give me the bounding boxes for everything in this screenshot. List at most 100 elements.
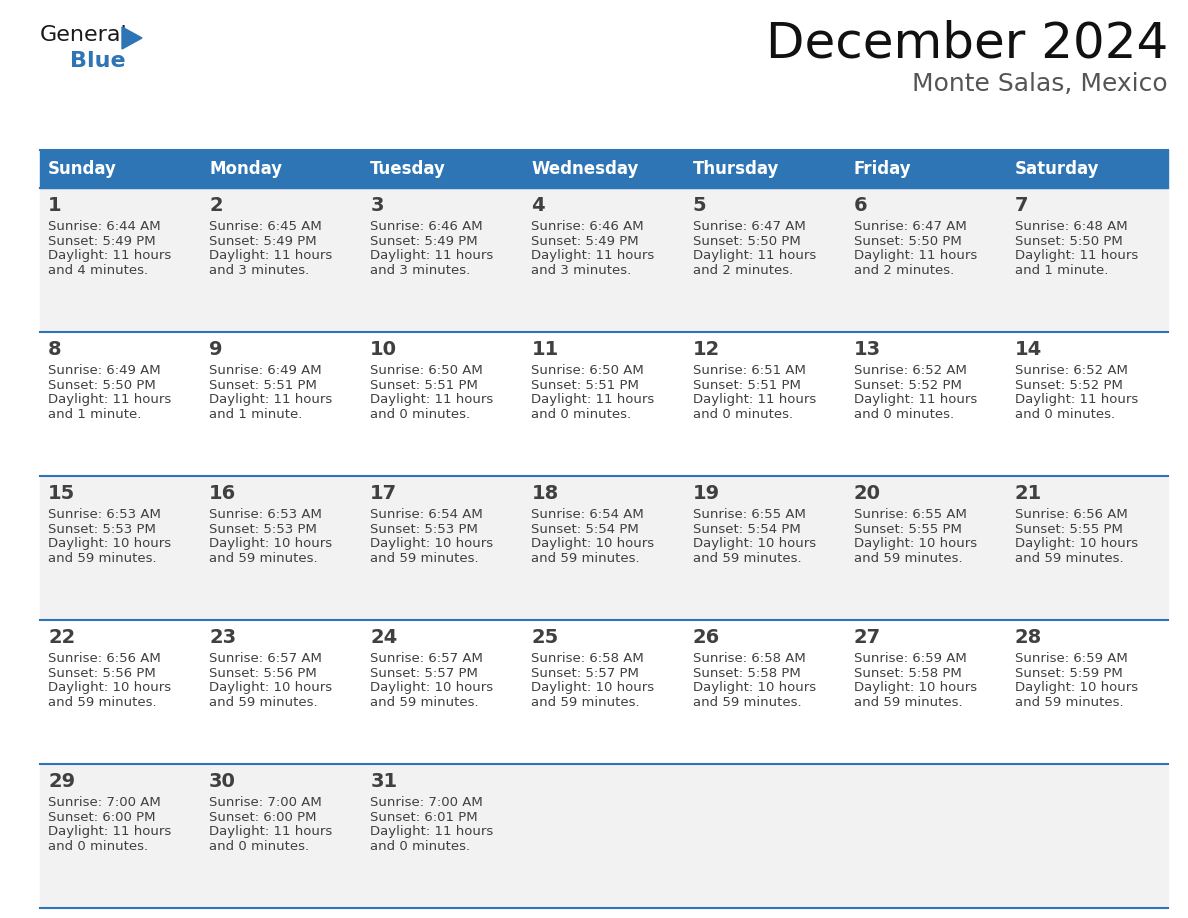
- Text: Sunset: 6:00 PM: Sunset: 6:00 PM: [209, 811, 317, 823]
- Text: and 59 minutes.: and 59 minutes.: [371, 696, 479, 710]
- Text: Sunset: 5:52 PM: Sunset: 5:52 PM: [854, 379, 961, 392]
- Text: Daylight: 10 hours: Daylight: 10 hours: [531, 537, 655, 551]
- Text: Sunrise: 7:00 AM: Sunrise: 7:00 AM: [48, 796, 160, 809]
- Text: 20: 20: [854, 484, 880, 503]
- Text: 4: 4: [531, 196, 545, 215]
- Text: Daylight: 11 hours: Daylight: 11 hours: [209, 394, 333, 407]
- Text: and 1 minute.: and 1 minute.: [48, 409, 141, 421]
- Text: and 59 minutes.: and 59 minutes.: [48, 696, 157, 710]
- Text: and 2 minutes.: and 2 minutes.: [854, 264, 954, 277]
- Text: and 59 minutes.: and 59 minutes.: [531, 552, 640, 565]
- Text: 10: 10: [371, 340, 397, 359]
- Text: Sunrise: 6:58 AM: Sunrise: 6:58 AM: [531, 652, 644, 665]
- Text: and 59 minutes.: and 59 minutes.: [693, 552, 801, 565]
- Text: Daylight: 11 hours: Daylight: 11 hours: [48, 250, 171, 263]
- Text: Sunset: 5:53 PM: Sunset: 5:53 PM: [209, 522, 317, 536]
- Text: and 59 minutes.: and 59 minutes.: [854, 696, 962, 710]
- Bar: [40, 764, 1168, 908]
- Text: Daylight: 11 hours: Daylight: 11 hours: [371, 250, 493, 263]
- Text: General: General: [40, 25, 128, 45]
- Text: Daylight: 11 hours: Daylight: 11 hours: [531, 394, 655, 407]
- Text: and 0 minutes.: and 0 minutes.: [693, 409, 792, 421]
- Text: 6: 6: [854, 196, 867, 215]
- Text: Sunrise: 6:49 AM: Sunrise: 6:49 AM: [209, 364, 322, 377]
- Text: and 2 minutes.: and 2 minutes.: [693, 264, 792, 277]
- Text: Blue: Blue: [70, 51, 126, 71]
- Text: Daylight: 10 hours: Daylight: 10 hours: [371, 681, 493, 694]
- Text: Saturday: Saturday: [1015, 160, 1099, 178]
- Text: 5: 5: [693, 196, 706, 215]
- Text: Sunset: 5:55 PM: Sunset: 5:55 PM: [854, 522, 961, 536]
- Text: and 0 minutes.: and 0 minutes.: [371, 409, 470, 421]
- Text: Sunrise: 6:55 AM: Sunrise: 6:55 AM: [693, 508, 805, 521]
- Text: Sunset: 5:51 PM: Sunset: 5:51 PM: [531, 379, 639, 392]
- Text: Daylight: 10 hours: Daylight: 10 hours: [854, 681, 977, 694]
- Text: 3: 3: [371, 196, 384, 215]
- Text: Thursday: Thursday: [693, 160, 779, 178]
- Text: Sunrise: 6:54 AM: Sunrise: 6:54 AM: [531, 508, 644, 521]
- Text: 9: 9: [209, 340, 222, 359]
- Text: Daylight: 11 hours: Daylight: 11 hours: [371, 825, 493, 838]
- Bar: [40, 620, 1168, 764]
- Text: 24: 24: [371, 628, 398, 647]
- Text: Sunset: 5:50 PM: Sunset: 5:50 PM: [854, 235, 961, 248]
- Text: Sunrise: 6:56 AM: Sunrise: 6:56 AM: [48, 652, 160, 665]
- Text: 25: 25: [531, 628, 558, 647]
- Text: 22: 22: [48, 628, 75, 647]
- Text: Sunset: 5:57 PM: Sunset: 5:57 PM: [531, 666, 639, 679]
- Text: Monday: Monday: [209, 160, 283, 178]
- Text: Daylight: 10 hours: Daylight: 10 hours: [209, 681, 333, 694]
- Text: and 1 minute.: and 1 minute.: [209, 409, 303, 421]
- Text: 26: 26: [693, 628, 720, 647]
- Text: Sunrise: 6:55 AM: Sunrise: 6:55 AM: [854, 508, 967, 521]
- Text: 13: 13: [854, 340, 880, 359]
- Text: and 4 minutes.: and 4 minutes.: [48, 264, 148, 277]
- Text: Sunset: 5:54 PM: Sunset: 5:54 PM: [693, 522, 801, 536]
- Bar: [201, 150, 362, 188]
- Text: Sunset: 5:50 PM: Sunset: 5:50 PM: [1015, 235, 1123, 248]
- Text: 27: 27: [854, 628, 880, 647]
- Bar: [524, 150, 684, 188]
- Text: Sunset: 5:49 PM: Sunset: 5:49 PM: [531, 235, 639, 248]
- Text: Daylight: 10 hours: Daylight: 10 hours: [693, 681, 816, 694]
- Text: Daylight: 11 hours: Daylight: 11 hours: [693, 394, 816, 407]
- Text: Daylight: 11 hours: Daylight: 11 hours: [209, 825, 333, 838]
- Text: Sunrise: 7:00 AM: Sunrise: 7:00 AM: [371, 796, 484, 809]
- Text: Sunrise: 6:59 AM: Sunrise: 6:59 AM: [854, 652, 967, 665]
- Text: Sunrise: 6:46 AM: Sunrise: 6:46 AM: [531, 220, 644, 233]
- Text: Daylight: 10 hours: Daylight: 10 hours: [693, 537, 816, 551]
- Text: Sunrise: 6:52 AM: Sunrise: 6:52 AM: [854, 364, 967, 377]
- Text: Sunrise: 6:48 AM: Sunrise: 6:48 AM: [1015, 220, 1127, 233]
- Text: Daylight: 11 hours: Daylight: 11 hours: [1015, 250, 1138, 263]
- Text: and 1 minute.: and 1 minute.: [1015, 264, 1108, 277]
- Text: Sunset: 5:50 PM: Sunset: 5:50 PM: [693, 235, 801, 248]
- Text: Daylight: 11 hours: Daylight: 11 hours: [854, 250, 977, 263]
- Text: Sunset: 5:49 PM: Sunset: 5:49 PM: [371, 235, 478, 248]
- Text: 31: 31: [371, 772, 398, 791]
- Text: Sunset: 5:55 PM: Sunset: 5:55 PM: [1015, 522, 1123, 536]
- Text: Sunset: 5:56 PM: Sunset: 5:56 PM: [48, 666, 156, 679]
- Text: 12: 12: [693, 340, 720, 359]
- Text: Daylight: 10 hours: Daylight: 10 hours: [48, 681, 171, 694]
- Text: Sunset: 5:49 PM: Sunset: 5:49 PM: [209, 235, 317, 248]
- Text: Sunset: 5:50 PM: Sunset: 5:50 PM: [48, 379, 156, 392]
- Text: Daylight: 10 hours: Daylight: 10 hours: [1015, 537, 1138, 551]
- Polygon shape: [122, 27, 143, 49]
- Text: Sunrise: 6:47 AM: Sunrise: 6:47 AM: [854, 220, 967, 233]
- Text: Sunset: 5:57 PM: Sunset: 5:57 PM: [371, 666, 478, 679]
- Text: Sunrise: 6:51 AM: Sunrise: 6:51 AM: [693, 364, 805, 377]
- Bar: [40, 150, 201, 188]
- Text: Daylight: 11 hours: Daylight: 11 hours: [48, 394, 171, 407]
- Text: Sunrise: 6:56 AM: Sunrise: 6:56 AM: [1015, 508, 1127, 521]
- Text: Sunrise: 6:47 AM: Sunrise: 6:47 AM: [693, 220, 805, 233]
- Text: 14: 14: [1015, 340, 1042, 359]
- Text: Daylight: 10 hours: Daylight: 10 hours: [371, 537, 493, 551]
- Text: Sunrise: 6:44 AM: Sunrise: 6:44 AM: [48, 220, 160, 233]
- Text: Sunrise: 6:53 AM: Sunrise: 6:53 AM: [48, 508, 160, 521]
- Text: Sunrise: 6:57 AM: Sunrise: 6:57 AM: [209, 652, 322, 665]
- Bar: [1007, 150, 1168, 188]
- Text: Sunrise: 6:49 AM: Sunrise: 6:49 AM: [48, 364, 160, 377]
- Text: Daylight: 10 hours: Daylight: 10 hours: [531, 681, 655, 694]
- Text: Sunrise: 6:50 AM: Sunrise: 6:50 AM: [371, 364, 484, 377]
- Text: 29: 29: [48, 772, 75, 791]
